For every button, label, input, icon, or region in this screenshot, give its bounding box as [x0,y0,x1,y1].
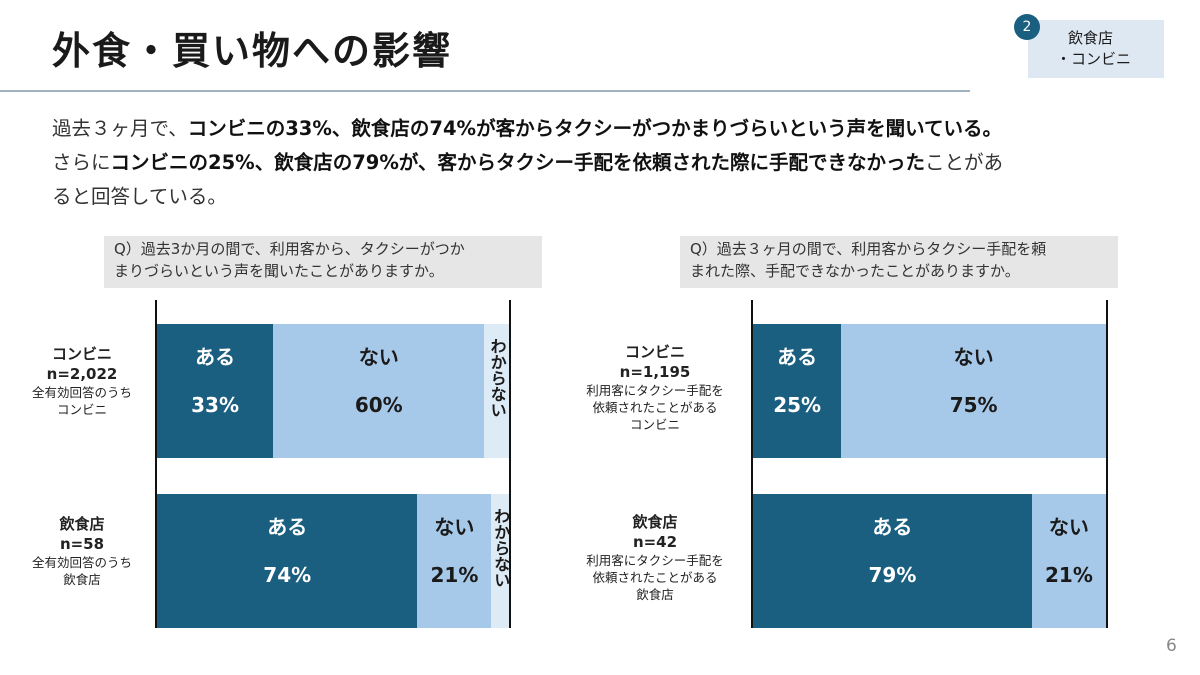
title-divider [0,90,970,92]
question-right-line1: Q）過去３ヶ月の間で、利用客からタクシー手配を頼 [690,240,1047,258]
bar-value-label: 21% [430,563,479,587]
category-note: 飲食店 [636,587,674,602]
question-box-right: Q）過去３ヶ月の間で、利用客からタクシー手配を頼 まれた際、手配できなかったこと… [680,236,1118,288]
axis-line-max [509,300,511,628]
bar-series-label: わからない [487,338,507,418]
bar-segment: ある 33% [157,324,274,458]
intro-text: 過去３ヶ月で、コンビニの33%、飲食店の74%が客からタクシーがつかまりづらいと… [52,112,1162,214]
bar-segment: ある 25% [753,324,842,458]
intro-l1-bold: コンビニの33%、飲食店の74%が客からタクシーがつかまりづらいという声を聞いて… [187,117,1002,140]
bar-value-label: 21% [1044,563,1093,587]
page-title: 外食・買い物への影響 [52,29,453,73]
intro-l1-plain: 過去３ヶ月で、 [52,117,188,140]
category-name: 飲食店 [632,513,678,531]
category-name: n=58 [59,535,105,553]
bar-segment: ない 75% [841,324,1106,458]
bar-series-label: ある [872,515,913,539]
bar-segment: ある 79% [753,494,1032,628]
bar-segment: ない 21% [417,494,492,628]
bar-series-label: ない [434,515,475,539]
bar-segment: わからない [491,494,511,628]
bar-series-label: わからない [491,508,511,588]
section-tag-line2: ・コンビニ [1056,50,1132,68]
category-label: コンビニ n=2,022 全有効回答のうち コンビニ [0,344,167,418]
bar-series-label: ない [1048,515,1089,539]
category-name: 飲食店 [59,515,105,533]
category-name: n=1,195 [619,363,691,381]
section-tag [1028,20,1164,78]
bar-value-label: 25% [773,393,822,417]
category-note: コンビニ [56,402,107,417]
bar-value-label: 79% [868,563,917,587]
category-name: n=42 [632,533,678,551]
intro-l2-tail: ことがあ [924,151,1003,174]
bar-segment: ない 21% [1031,494,1106,628]
question-left-line1: Q）過去3か月の間で、利用客から、タクシーがつか [114,240,465,258]
category-label: 飲食店 n=58 全有効回答のうち 飲食店 [0,514,167,588]
axis-line-zero [751,300,753,628]
intro-l3: ると回答している。 [52,185,227,208]
axis-line-zero [155,300,157,628]
bar-series-label: ない [358,345,399,369]
category-note: 利用客にタクシー手配を [586,383,724,398]
section-tag-line1: 飲食店 [1068,29,1114,47]
bar-segment: ない 60% [273,324,485,458]
question-left-line2: まりづらいという声を聞いたことがありますか。 [114,262,444,280]
intro-l2-plain: さらに [52,151,111,174]
category-name: コンビニ [624,343,685,361]
bar-series-label: ない [953,345,994,369]
intro-l2-bold: コンビニの25%、飲食店の79%が、客からタクシー手配を依頼された際に手配できな… [110,151,925,174]
category-label: コンビニ n=1,195 利用客にタクシー手配を 依頼されたことがある コンビニ [570,342,740,433]
section-number-badge: 2 [1014,14,1040,40]
bar-value-label: 75% [949,393,998,417]
category-name: コンビニ [51,345,112,363]
category-name: n=2,022 [46,365,118,383]
page-number: 6 [1166,636,1177,656]
category-note: 依頼されたことがある [592,570,718,585]
category-label: 飲食店 n=42 利用客にタクシー手配を 依頼されたことがある 飲食店 [570,512,740,603]
category-note: コンビニ [629,417,680,432]
question-right-line2: まれた際、手配できなかったことがありますか。 [690,262,1020,280]
bar-series-label: ある [267,515,308,539]
category-note: 利用客にタクシー手配を [586,553,724,568]
category-note: 全有効回答のうち [31,555,132,570]
axis-line-max [1106,300,1108,628]
bar-series-label: ある [195,345,236,369]
bar-segment: ある 74% [157,494,418,628]
question-box-left: Q）過去3か月の間で、利用客から、タクシーがつか まりづらいという声を聞いたこと… [104,236,542,288]
bar-value-label: 60% [354,393,403,417]
bar-segment: わからない [484,324,509,458]
category-note: 全有効回答のうち [31,385,132,400]
bar-value-label: 33% [191,393,240,417]
category-note: 飲食店 [63,572,101,587]
bar-value-label: 74% [263,563,312,587]
bar-series-label: ある [777,345,818,369]
category-note: 依頼されたことがある [592,400,718,415]
